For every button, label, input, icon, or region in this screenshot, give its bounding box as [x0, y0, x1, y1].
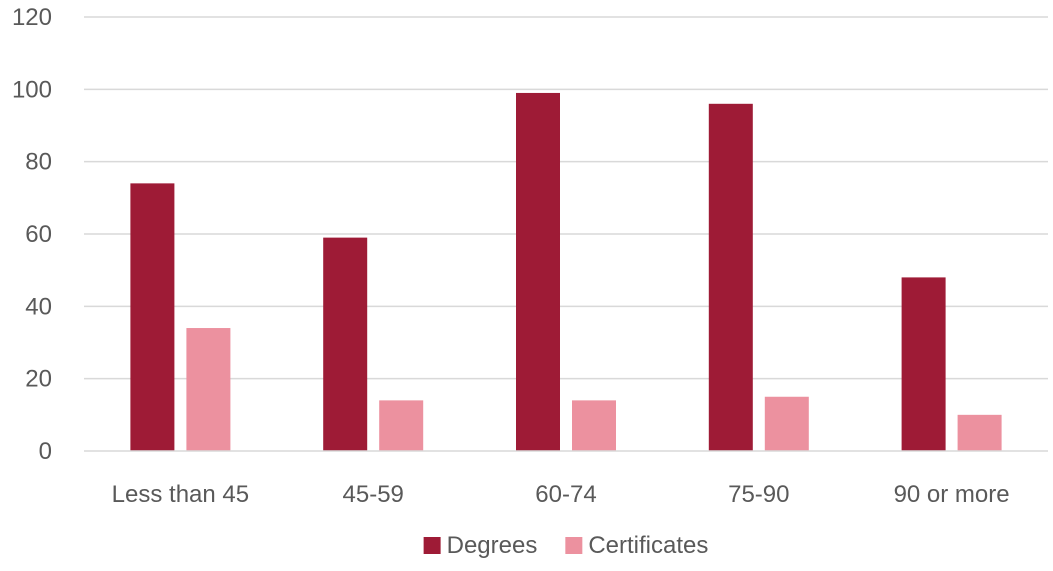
bar-degrees-1 — [323, 237, 368, 451]
y-tick-label-40: 40 — [25, 293, 52, 320]
bar-degrees-4 — [901, 277, 946, 451]
y-tick-label-0: 0 — [39, 438, 52, 465]
bar-certificates-2 — [572, 400, 616, 451]
gridlines — [84, 16, 1048, 380]
y-tick-label-100: 100 — [12, 76, 52, 103]
bar-certificates-0 — [186, 328, 231, 451]
y-tick-label-60: 60 — [25, 221, 52, 248]
bars — [130, 92, 1002, 452]
y-tick-label-80: 80 — [25, 149, 52, 176]
legend-label-certificates: Certificates — [588, 532, 708, 559]
bar-certificates-3 — [764, 396, 809, 451]
bar-certificates-4 — [957, 414, 1002, 451]
legend-swatch-degrees — [423, 537, 441, 554]
legend: Degrees Certificates — [423, 532, 708, 559]
legend-item-degrees: Degrees — [423, 532, 538, 559]
bar-degrees-3 — [708, 103, 753, 452]
x-tick-label-1: 45-59 — [343, 481, 404, 508]
legend-label-degrees: Degrees — [447, 532, 538, 559]
bar-degrees-0 — [130, 183, 175, 451]
x-axis-ticks: Less than 45 45-59 60-74 75-90 90 or more — [112, 481, 1010, 508]
bar-degrees-2 — [516, 92, 560, 451]
legend-swatch-certificates — [565, 537, 583, 554]
bar-certificates-1 — [379, 400, 424, 451]
y-tick-label-20: 20 — [25, 366, 52, 393]
x-tick-label-4: 90 or more — [894, 481, 1010, 508]
x-tick-label-0: Less than 45 — [112, 481, 249, 508]
x-tick-label-3: 75-90 — [728, 481, 789, 508]
legend-item-certificates: Certificates — [565, 532, 708, 559]
y-tick-label-120: 120 — [12, 4, 52, 31]
y-axis-ticks: 0 20 40 60 80 100 120 — [12, 4, 52, 465]
x-tick-label-2: 60-74 — [535, 481, 596, 508]
